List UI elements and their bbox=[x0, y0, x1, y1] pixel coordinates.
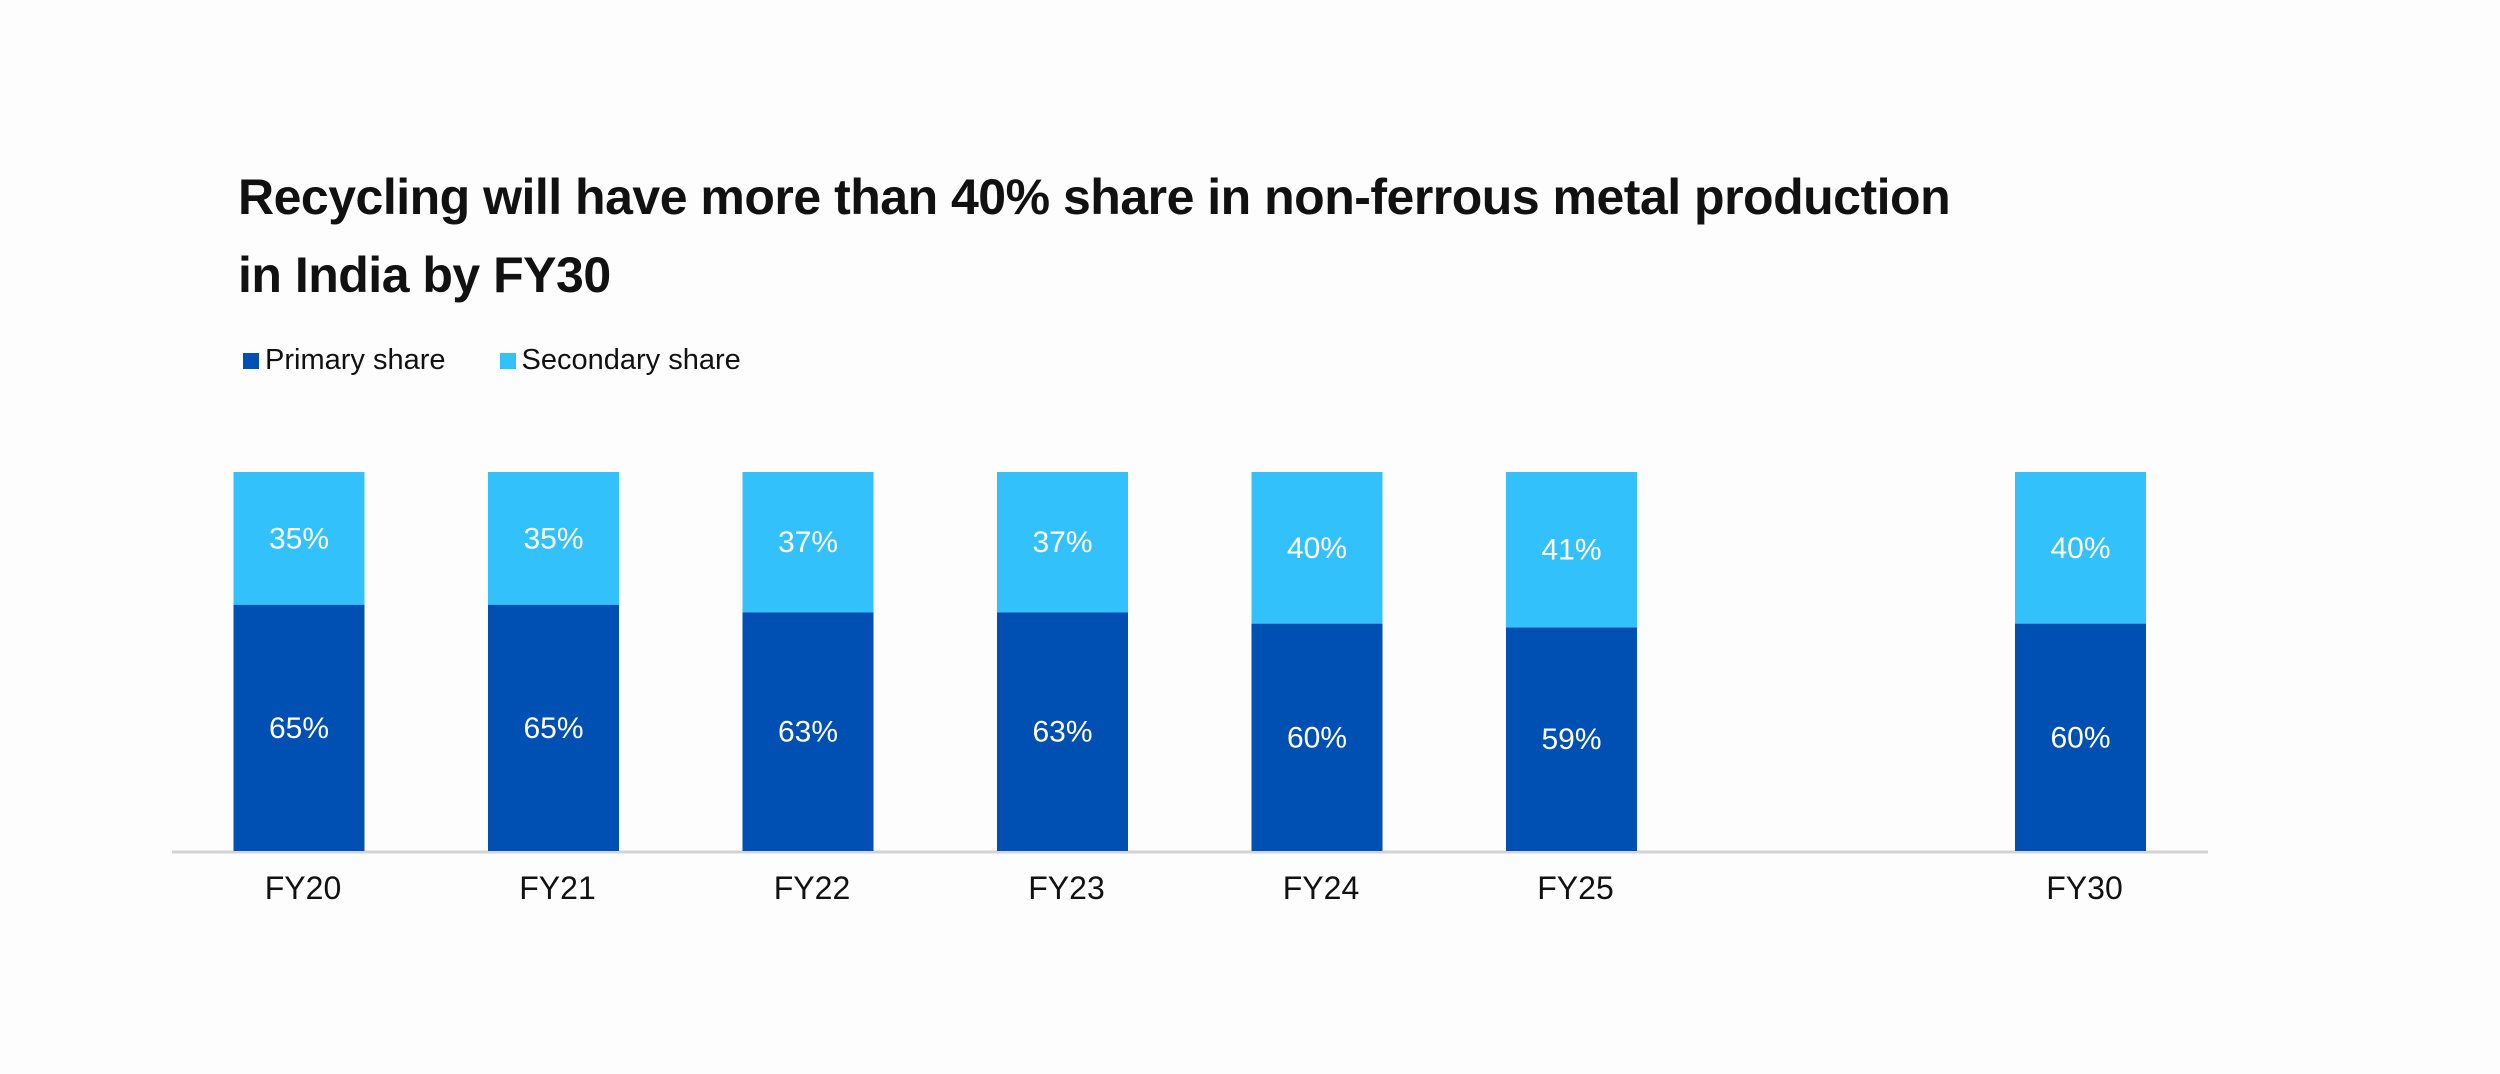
data-label-primary-fy22: 63% bbox=[778, 716, 838, 749]
legend-swatch-primary bbox=[243, 352, 259, 369]
chart-legend: Primary share Secondary share bbox=[243, 344, 795, 377]
data-label-primary-fy21: 65% bbox=[523, 712, 583, 745]
data-label-secondary-fy25: 41% bbox=[1541, 534, 1601, 567]
data-label-secondary-fy21: 35% bbox=[523, 522, 583, 555]
legend-label-secondary: Secondary share bbox=[521, 344, 741, 376]
data-label-secondary-fy30: 40% bbox=[2050, 532, 2110, 565]
x-tick-label-fy20: FY20 bbox=[265, 870, 341, 906]
bar-secondary-fy22 bbox=[742, 472, 874, 613]
data-label-secondary-fy20: 35% bbox=[269, 522, 329, 555]
bar-secondary-fy30 bbox=[2015, 472, 2146, 624]
x-tick-label-fy21: FY21 bbox=[519, 870, 595, 906]
x-tick-label-fy30: FY30 bbox=[2046, 870, 2122, 906]
chart-title-line-1: Recycling will have more than 40% share … bbox=[238, 169, 1951, 225]
legend-item-secondary: Secondary share bbox=[499, 344, 741, 377]
bar-primary-fy24 bbox=[1251, 623, 1383, 851]
chart-title-line-2: in India by FY30 bbox=[238, 247, 611, 303]
legend-swatch-secondary bbox=[499, 352, 516, 369]
data-label-secondary-fy24: 40% bbox=[1287, 532, 1347, 565]
data-label-primary-fy23: 63% bbox=[1032, 716, 1092, 749]
bar-primary-fy25 bbox=[1506, 627, 1637, 851]
data-label-primary-fy25: 59% bbox=[1541, 723, 1601, 756]
bar-secondary-fy21 bbox=[488, 472, 619, 605]
bar-primary-fy23 bbox=[997, 612, 1128, 851]
bar-primary-fy30 bbox=[2015, 623, 2146, 851]
bar-primary-fy22 bbox=[742, 612, 874, 851]
data-label-primary-fy24: 60% bbox=[1287, 721, 1347, 754]
bar-secondary-fy25 bbox=[1506, 472, 1637, 628]
x-tick-label-fy25: FY25 bbox=[1537, 870, 1613, 906]
legend-label-primary: Primary share bbox=[265, 344, 446, 376]
x-tick-label-fy22: FY22 bbox=[774, 870, 850, 906]
x-tick-label-fy23: FY23 bbox=[1028, 870, 1104, 906]
data-label-primary-fy30: 60% bbox=[2050, 721, 2110, 754]
data-label-primary-fy20: 65% bbox=[269, 712, 329, 745]
bar-primary-fy21 bbox=[488, 604, 619, 851]
bars-group bbox=[233, 472, 2146, 851]
x-tick-labels-group: FY20 FY21 FY22 FY23 FY24 FY25 FY30 bbox=[265, 870, 2123, 906]
bar-secondary-fy23 bbox=[997, 472, 1128, 613]
chart-title: Recycling will have more than 40% share … bbox=[238, 158, 2138, 314]
data-label-secondary-fy23: 37% bbox=[1032, 526, 1092, 559]
data-label-secondary-fy22: 37% bbox=[778, 526, 838, 559]
bar-secondary-fy24 bbox=[1251, 472, 1383, 624]
x-tick-label-fy24: FY24 bbox=[1283, 870, 1359, 906]
data-labels-group: 65% 35% 65% 35% 63% 37% 63% 37% 60% 40% 59% 41% 60% 4… bbox=[269, 522, 2111, 756]
legend-item-primary: Primary share bbox=[243, 344, 446, 377]
bar-primary-fy20 bbox=[233, 604, 365, 851]
bar-secondary-fy20 bbox=[233, 472, 365, 605]
